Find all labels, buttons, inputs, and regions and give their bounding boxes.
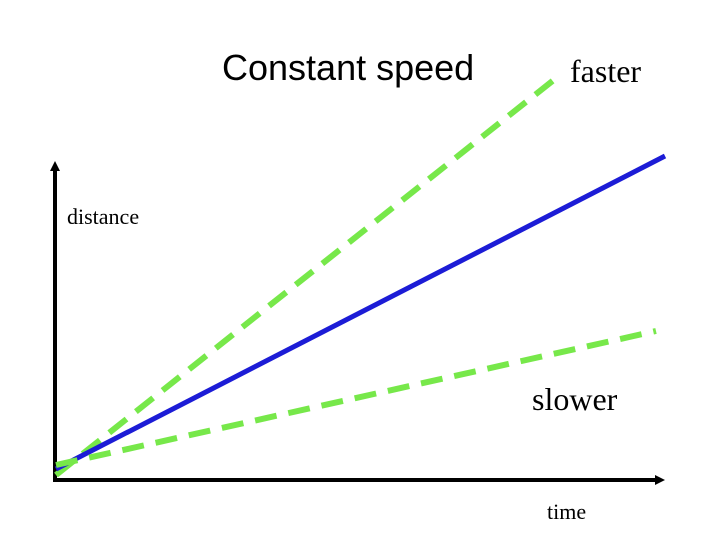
slower-label: slower xyxy=(532,381,618,417)
time-label: time xyxy=(547,499,586,524)
distance-label: distance xyxy=(67,204,139,229)
faster-line xyxy=(54,72,562,478)
constant-speed-line xyxy=(54,153,667,472)
diagram-title: Constant speed xyxy=(222,47,474,88)
slower-line xyxy=(55,328,657,468)
faster-label: faster xyxy=(570,53,641,89)
